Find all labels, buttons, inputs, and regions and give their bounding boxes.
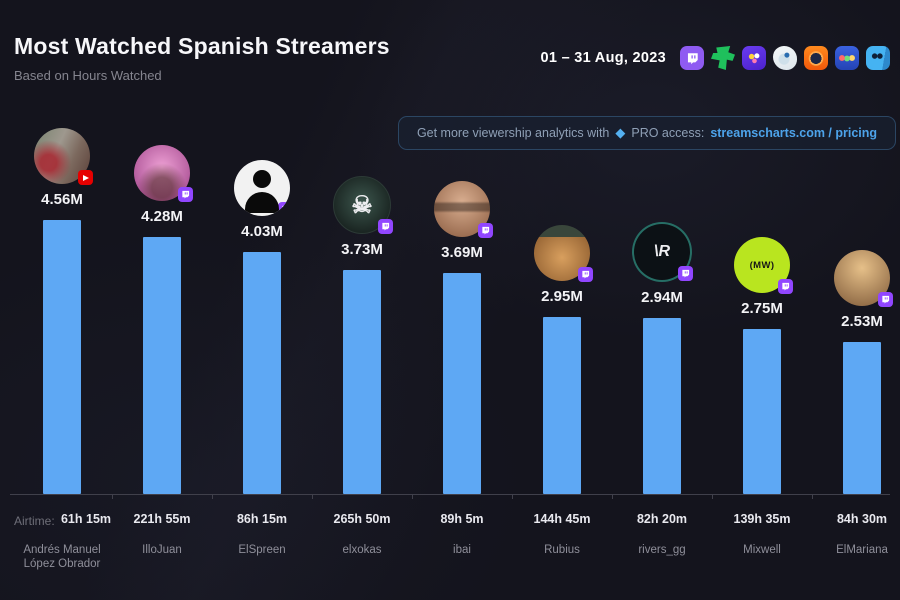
avatar-glyph: ☠ xyxy=(351,191,373,219)
axis-tick xyxy=(112,494,113,499)
airtime-value: 144h 45m xyxy=(533,512,591,526)
bar-rubius xyxy=(543,317,581,494)
twitch-badge-icon xyxy=(478,223,493,238)
mascot-icon xyxy=(773,46,797,70)
streamer-column-mixwell: (MW) 2.75M xyxy=(712,237,812,494)
hours-watched-value: 4.28M xyxy=(141,208,183,225)
streamer-name: Mixwell xyxy=(743,544,781,556)
header-right: 01 – 31 Aug, 2023 xyxy=(541,46,890,70)
youtube-badge-icon xyxy=(78,170,93,185)
avatar-illojuan xyxy=(134,145,193,202)
avatar-mixwell: (MW) xyxy=(734,237,793,294)
page-subtitle: Based on Hours Watched xyxy=(14,68,162,83)
twitch-badge-icon xyxy=(878,292,893,307)
names-row: Andrés Manuel López Obrador IlloJuan ElSpre… xyxy=(12,543,900,571)
twitch-badge-icon xyxy=(578,267,593,282)
bar-elxokas xyxy=(343,270,381,494)
streamer-column-elxokas: ☠ 3.73M xyxy=(312,176,412,494)
twitch-badge-icon xyxy=(778,279,793,294)
axis-tick xyxy=(812,494,813,499)
axis-tick xyxy=(312,494,313,499)
avatar-glyph: \R xyxy=(654,243,670,260)
airtime-label: Airtime: xyxy=(14,514,55,528)
axis-tick xyxy=(412,494,413,499)
bar-elspreen xyxy=(243,252,281,494)
pro-banner-text: Get more viewership analytics with xyxy=(416,126,610,140)
streamer-name: Rubius xyxy=(544,544,580,556)
streamer-column-ibai: 3.69M xyxy=(412,181,512,494)
streamer-column-rubius: 2.95M xyxy=(512,225,612,494)
twitch-badge-icon xyxy=(278,202,290,216)
diamond-icon: ◆ xyxy=(615,125,626,140)
twitch-badge-icon xyxy=(678,266,693,281)
page-title: Most Watched Spanish Streamers xyxy=(14,33,390,59)
twitch-badge-icon xyxy=(178,187,193,202)
pro-banner: Get more viewership analytics with ◆ PRO… xyxy=(398,116,896,150)
hours-watched-value: 3.69M xyxy=(441,244,483,261)
airtime-value: 221h 55m xyxy=(133,512,191,526)
bar-ibai xyxy=(443,273,481,494)
hours-watched-value: 2.53M xyxy=(841,313,883,330)
avatar-elmariana xyxy=(834,250,893,307)
avatar-ibai xyxy=(434,181,493,238)
streamer-name: elxokas xyxy=(342,544,382,556)
platform-icons xyxy=(680,46,890,70)
airtime-value: 84h 30m xyxy=(836,512,888,526)
streamer-name: ElSpreen xyxy=(238,544,286,556)
hours-watched-value: 2.95M xyxy=(541,288,583,305)
streamer-column-rivers: \R 2.94M xyxy=(612,222,712,494)
nimo-icon xyxy=(742,46,766,70)
hours-watched-value: 3.73M xyxy=(341,241,383,258)
streamer-column-illojuan: 4.28M xyxy=(112,145,212,494)
airtime-value: 86h 15m xyxy=(236,512,288,526)
date-range: 01 – 31 Aug, 2023 xyxy=(540,50,666,66)
airtime-value: 89h 5m xyxy=(440,512,484,526)
axis-tick xyxy=(612,494,613,499)
axis-tick xyxy=(512,494,513,499)
bar-elmariana xyxy=(843,342,881,494)
avatar-amlo xyxy=(34,128,93,185)
x-axis-line xyxy=(10,494,890,495)
pricing-link[interactable]: streamscharts.com / pricing xyxy=(710,126,878,140)
streamer-column-amlo: 4.56M xyxy=(12,128,112,494)
streamer-name: ElMariana xyxy=(836,544,888,556)
avatar-elxokas: ☠ xyxy=(333,176,393,234)
avatar-elspreen xyxy=(234,160,290,216)
axis-tick xyxy=(212,494,213,499)
twitch-icon xyxy=(680,46,704,70)
bar-illojuan xyxy=(143,237,181,494)
twitch-badge-icon xyxy=(378,219,393,234)
avatar-rivers: \R xyxy=(632,222,693,282)
streamer-name: IlloJuan xyxy=(142,544,182,556)
nonolive-icon xyxy=(835,46,859,70)
streamer-name: Andrés Manuel López Obrador xyxy=(23,544,101,570)
streamer-name: rivers_gg xyxy=(638,544,686,556)
axis-tick xyxy=(712,494,713,499)
pro-access-text: PRO access: xyxy=(631,126,705,140)
airtime-value: 82h 20m xyxy=(636,512,688,526)
streamer-name: ibai xyxy=(453,544,471,556)
play-icon xyxy=(83,174,89,181)
airtime-row: 61h 15m 221h 55m 86h 15m 265h 50m 89h 5m 144h… xyxy=(12,512,900,526)
airtime-value: 265h 50m xyxy=(333,512,391,526)
mildom-icon xyxy=(866,46,890,70)
loco-icon xyxy=(804,46,828,70)
airtime-value: 61h 15m xyxy=(60,512,112,526)
avatar-rubius xyxy=(534,225,593,282)
bar-rivers xyxy=(643,318,681,494)
bar-mixwell xyxy=(743,329,781,494)
hours-watched-value: 2.75M xyxy=(741,300,783,317)
hours-watched-value: 4.03M xyxy=(241,223,283,240)
avatar-glyph: (MW) xyxy=(749,259,775,271)
hours-watched-value: 4.56M xyxy=(41,191,83,208)
chart-columns: 4.56M 4.28M 4.03M ☠ 3.73M 3.69M 2.95M \R 2.94M (M… xyxy=(12,0,900,494)
airtime-value: 139h 35m xyxy=(733,512,791,526)
streamer-column-elspreen: 4.03M xyxy=(212,160,312,494)
hours-watched-value: 2.94M xyxy=(641,289,683,306)
streamer-column-elmariana: 2.53M xyxy=(812,250,900,494)
bar-amlo xyxy=(43,220,81,494)
